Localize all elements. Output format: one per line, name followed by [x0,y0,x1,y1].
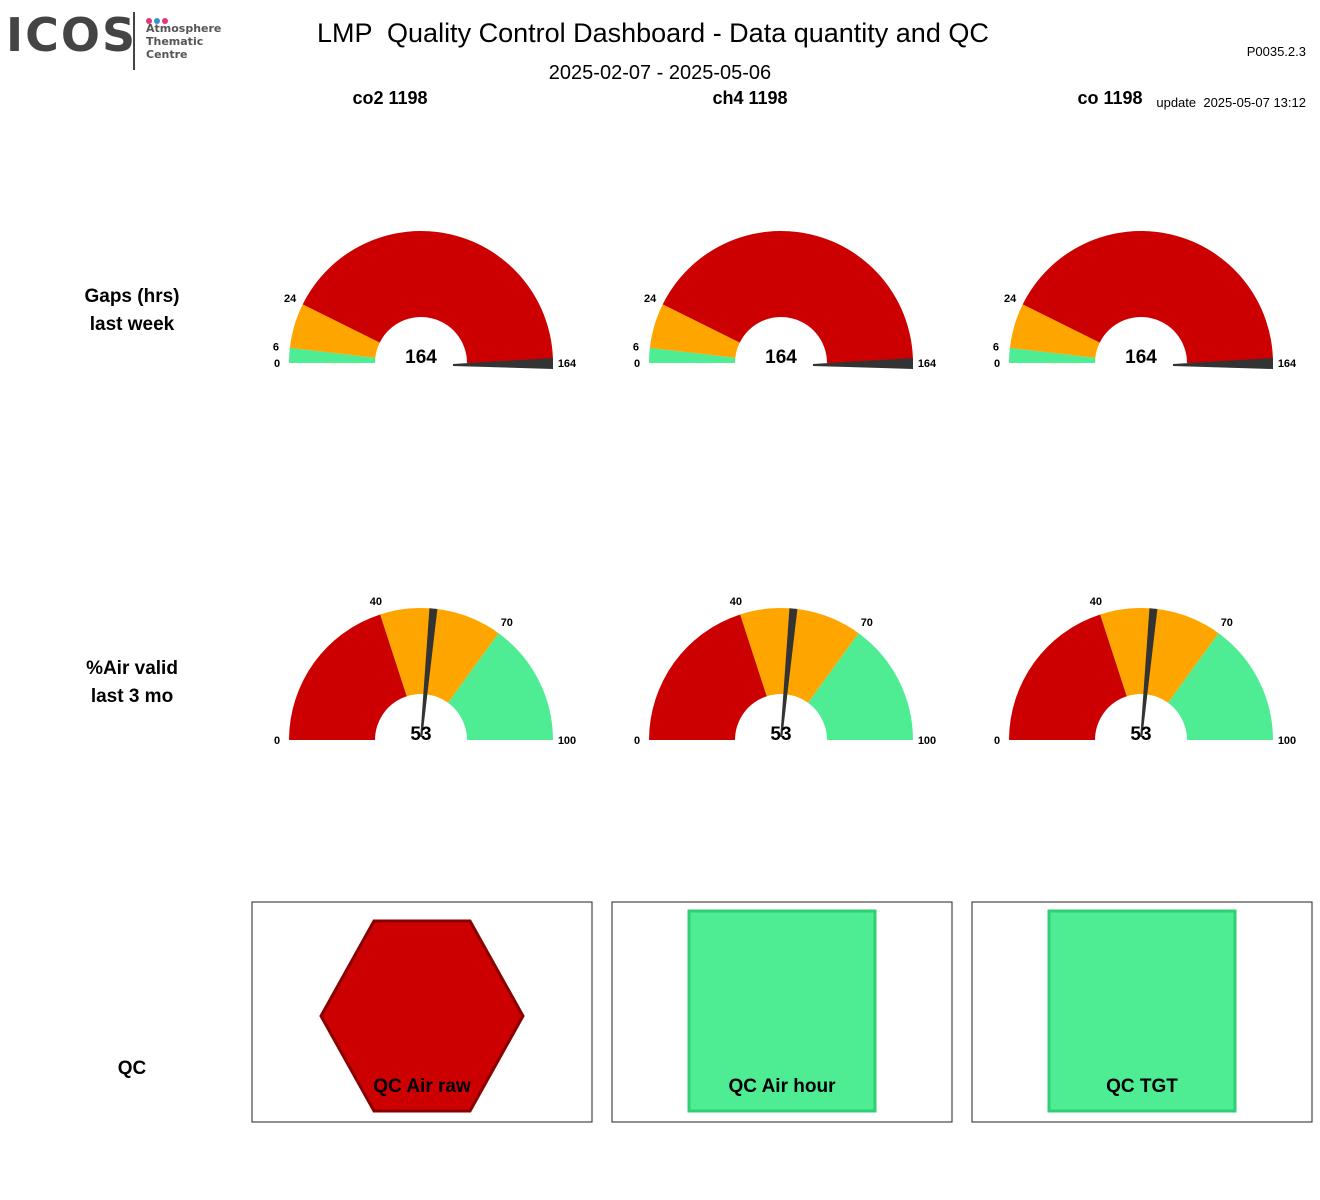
gauge-needle [420,608,438,738]
gauge-tick-label: 0 [994,358,1000,370]
column-header: co 1198 [1077,88,1142,108]
gauge-value: 53 [1130,724,1151,745]
gauge-tick-label: 70 [1221,617,1233,629]
gauge-value: 164 [765,347,797,368]
gauge-tick-label: 0 [994,735,1000,747]
gauge-band-red [1022,230,1273,363]
icos-logo: ICOS [6,8,138,62]
logo-dot [154,18,160,24]
gauge-tick-label: 164 [1278,358,1297,370]
gauge-tick-label: 100 [558,735,576,747]
gauge-band-red [1009,614,1127,740]
qc-status-square [687,909,877,1113]
gauge-tick-label: 164 [918,358,937,370]
logo-dot [162,18,168,24]
gauge-band-green [1009,347,1096,363]
gauge-tick-label: 40 [1090,596,1102,608]
logo-subtitle-line: Atmosphere [146,22,222,35]
gauge-tick-label: 100 [1278,735,1296,747]
qc-panel-label: QC Air raw [373,1076,471,1097]
logo-separator [133,12,135,70]
logo-subtitle-line: Thematic [146,35,204,48]
dashboard-title: LMP Quality Control Dashboard - Data qua… [317,18,989,48]
gauge-band-red [289,614,407,740]
row-label-qc: QC [117,1058,147,1079]
logo-subtitle-line: Centre [146,48,188,61]
logo-dots [146,11,170,29]
row-label-line: last week [89,314,175,335]
gauge-band-orange [1009,304,1100,358]
column-header: ch4 1198 [712,88,787,108]
row-label-line: Gaps (hrs) [84,286,180,307]
gauge-band-green [289,347,376,363]
gauge-band-orange [380,608,499,703]
row-label-gaps: Gaps (hrs) last week [32,283,232,339]
gauge-needle [453,358,553,369]
gauge-needle [780,608,798,738]
gauge-band-green [808,633,913,740]
gauge-tick-label: 6 [993,341,999,353]
gauge-needle [1140,608,1158,738]
gauge-tick-label: 40 [730,596,742,608]
version-info: P0035.2.3 update 2025-05-07 13:12 [1156,9,1306,128]
gauge-tick-label: 0 [634,358,640,370]
gauge-band-orange [740,608,859,703]
gauge-tick-label: 100 [918,735,936,747]
update-timestamp: update 2025-05-07 13:12 [1156,95,1306,110]
gauge-tick-label: 24 [644,293,657,305]
gauge-tick-label: 70 [861,617,873,629]
qc-panel-label: QC Air hour [729,1076,837,1097]
gauge-value: 164 [1125,347,1157,368]
row-label-air-valid: %Air valid last 3 mo [32,655,232,711]
gauge-band-green [1168,633,1273,740]
gauge-value: 53 [770,724,791,745]
gauge-tick-label: 24 [1004,293,1017,305]
date-range: 2025-02-07 - 2025-05-06 [548,62,772,84]
gauge-tick-label: 0 [274,735,280,747]
qc-status-hexagon [319,919,525,1113]
qc-status-square [1047,909,1237,1113]
gauge-tick-label: 0 [634,735,640,747]
column-header: co2 1198 [352,88,427,108]
row-label-line: %Air valid [86,658,178,679]
logo-dot [146,18,152,24]
gauge-tick-label: 40 [370,596,382,608]
version-label: P0035.2.3 [1246,44,1306,59]
gauge-band-red [302,231,553,363]
qc-panel-label: QC TGT [1106,1076,1178,1097]
gauge-tick-label: 6 [273,341,279,353]
gauge-band-orange [1100,607,1219,703]
gauge-band-orange [289,304,380,358]
gauge-tick-label: 24 [284,293,297,305]
gauge-band-red [649,614,767,740]
gauge-value: 164 [405,347,437,368]
gauge-band-green [649,347,736,363]
gauge-tick-label: 164 [558,358,577,370]
gauge-needle [813,358,913,369]
gauge-tick-label: 6 [633,341,639,353]
gauge-band-green [448,633,553,740]
gauge-needle [1173,358,1273,369]
gauge-band-orange [649,304,740,358]
logo-subtitle: Atmosphere Thematic Centre [146,22,221,61]
gauge-value: 53 [410,724,431,745]
gauge-tick-label: 70 [501,617,513,629]
gauge-tick-label: 0 [274,358,280,370]
row-label-line: last 3 mo [90,686,174,707]
gauge-band-red [662,231,913,363]
